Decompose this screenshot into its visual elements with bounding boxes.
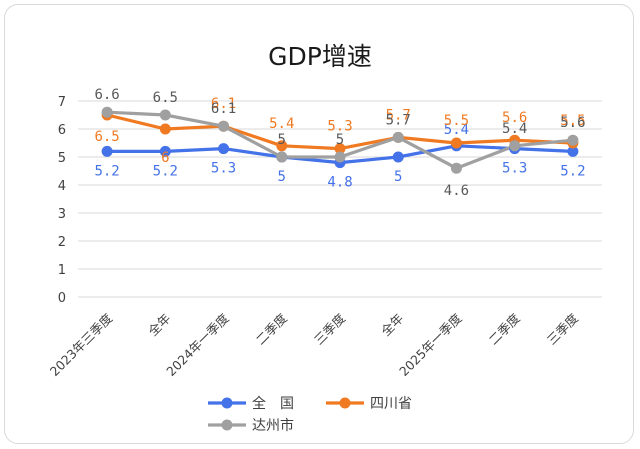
data-label: 5	[278, 132, 286, 148]
data-point	[450, 162, 462, 174]
data-label: 6.5	[94, 129, 119, 145]
x-category-label: 三季度	[544, 310, 581, 347]
data-point	[392, 131, 404, 143]
data-label: 5.3	[502, 161, 527, 177]
data-point	[334, 151, 346, 163]
y-axis-tick-labels: 0 1 2 3 4 5 6 7	[58, 95, 66, 306]
data-label: 5.6	[560, 115, 585, 131]
x-category-label: 二季度	[486, 310, 523, 347]
data-point	[159, 109, 171, 121]
y-tick-label: 4	[58, 179, 66, 194]
data-point	[567, 134, 579, 146]
chart-frame	[4, 4, 634, 444]
data-point	[218, 143, 230, 155]
data-labels: 5.2 5.2 5.35 4.8 55.45.3 5.26.566.15.4 5.35.7 5…	[94, 87, 585, 199]
legend-marker	[339, 397, 351, 409]
data-label: 6.5	[153, 90, 178, 106]
data-point	[276, 140, 288, 152]
x-category-label: 2023年三季度	[47, 310, 116, 379]
data-point	[450, 137, 462, 149]
data-point	[101, 145, 113, 157]
data-point	[509, 140, 521, 152]
legend-label: 全 国	[252, 395, 294, 412]
data-point	[218, 120, 230, 132]
data-label: 4.6	[444, 183, 469, 199]
y-tick-label: 0	[58, 291, 66, 306]
data-label: 6.1	[211, 101, 236, 117]
data-point	[392, 151, 404, 163]
y-tick-label: 3	[58, 207, 66, 222]
data-label: 5.3	[211, 161, 236, 177]
data-label: 5.2	[94, 163, 119, 179]
legend-label: 四川省	[370, 396, 412, 412]
data-label: 5.4	[269, 116, 294, 132]
y-tick-label: 2	[58, 235, 66, 250]
x-category-label: 全年	[145, 311, 173, 339]
x-category-label: 二季度	[253, 310, 290, 347]
x-category-label: 全年	[378, 311, 406, 339]
data-label: 5.5	[444, 113, 469, 129]
data-label: 5.6	[502, 110, 527, 126]
x-category-label: 2024年一季度	[163, 310, 232, 379]
data-point	[159, 123, 171, 135]
data-label: 5.7	[386, 107, 411, 123]
y-tick-label: 1	[58, 263, 66, 278]
data-label: 6	[161, 150, 169, 166]
y-tick-label: 5	[58, 151, 66, 166]
x-category-label: 三季度	[311, 310, 348, 347]
data-label: 6.1	[211, 96, 236, 112]
legend-marker	[221, 419, 233, 431]
y-tick-label: 6	[58, 123, 66, 138]
data-label: 6.6	[94, 87, 119, 103]
data-label: 5.3	[327, 119, 352, 135]
data-label: 5.2	[153, 163, 178, 179]
data-label: 5.5	[560, 113, 585, 129]
chart-title: GDP增速	[268, 42, 372, 71]
x-category-label: 2025年一季度	[396, 310, 465, 379]
data-label: 5	[336, 132, 344, 148]
data-label: 5.7	[386, 112, 411, 128]
data-label: 5	[278, 169, 286, 185]
data-point	[276, 151, 288, 163]
legend-marker	[221, 397, 233, 409]
data-point	[334, 143, 346, 155]
data-point	[101, 106, 113, 118]
data-label: 4.8	[327, 175, 352, 191]
series-lines	[101, 106, 579, 174]
data-label: 5.4	[444, 122, 469, 138]
data-point	[159, 145, 171, 157]
data-point	[567, 145, 579, 157]
data-label: 5.2	[560, 163, 585, 179]
legend-label: 达州市	[252, 417, 294, 434]
y-tick-label: 7	[58, 95, 66, 110]
data-label: 5	[394, 169, 402, 185]
data-label: 5.4	[502, 121, 527, 137]
